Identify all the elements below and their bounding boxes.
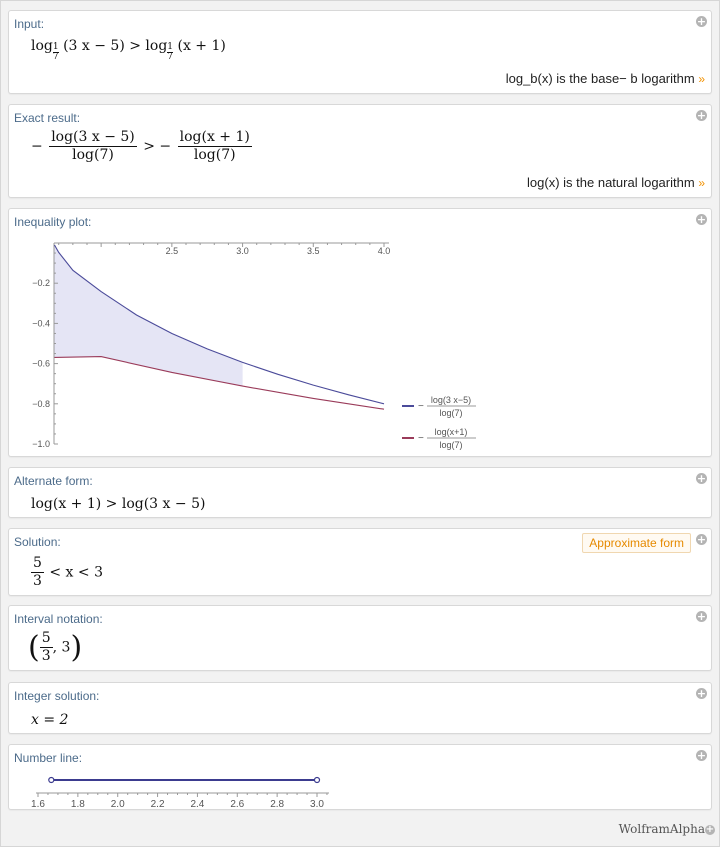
expand-plus-icon[interactable]: +	[696, 687, 707, 700]
number-tick-label: 2.0	[111, 799, 125, 807]
pod-title: Input:	[14, 17, 45, 31]
y-tick-label: −0.2	[32, 278, 50, 288]
integer-expression: x = 2	[31, 712, 69, 728]
y-tick-label: −0.6	[32, 359, 50, 369]
more-arrow-icon: »	[698, 176, 705, 190]
y-tick-label: −0.4	[32, 318, 50, 328]
x-tick-label: 2.5	[166, 246, 179, 256]
input-expression: log 1 7 (3 x − 5) > log 1 7 (x + 1)	[31, 38, 226, 62]
interval-notation-pod: Interval notation: + (5 3, 3)	[8, 605, 712, 671]
number-tick-label: 1.8	[71, 799, 85, 807]
alternate-expression: log(x + 1) > log(3 x − 5)	[31, 496, 206, 512]
legend-numerator: log(3 x−5)	[431, 395, 471, 405]
pod-title: Exact result:	[14, 111, 81, 125]
y-tick-label: −0.8	[32, 399, 50, 409]
shaded-region	[54, 245, 243, 387]
number-tick-label: 3.0	[310, 799, 324, 807]
exact-result-pod: Exact result: + − log(3 x − 5) log(7) > −…	[8, 104, 712, 198]
legend-denominator: log(7)	[439, 408, 462, 418]
open-endpoint-right	[313, 776, 321, 784]
number-line-chart: 1.6 1.8 2.0 2.2 2.4 2.6 2.8 3.0	[31, 776, 329, 807]
natural-log-note[interactable]: log(x) is the natural logarithm »	[527, 175, 705, 190]
pod-title: Integer solution:	[14, 689, 100, 703]
x-tick-label: 4.0	[378, 246, 391, 256]
x-tick-label: 3.0	[236, 246, 249, 256]
expand-plus-icon[interactable]: +	[696, 472, 707, 485]
inequality-plot-pod: Inequality plot: + 2.5 3.0 3.5 4.0 −0.2 −0.4 −…	[8, 208, 712, 457]
expand-plus-icon[interactable]: +	[696, 610, 707, 623]
expand-plus-icon[interactable]: +	[696, 533, 707, 546]
more-arrow-icon: »	[698, 72, 705, 86]
y-tick-label: −1.0	[32, 439, 50, 449]
interval-expression: (5 3, 3)	[28, 630, 83, 665]
pod-title: Inequality plot:	[14, 215, 92, 229]
number-line-pod: Number line: + 1.6 1.8 2.0 2.2 2.4 2.6 2.8 3.0	[8, 744, 712, 810]
number-tick-label: 1.6	[31, 799, 45, 807]
input-pod: Input: + log 1 7 (3 x − 5) > log 1 7 (x + 1)…	[8, 10, 712, 94]
expand-plus-icon[interactable]: +	[696, 109, 707, 122]
pod-title: Interval notation:	[14, 612, 103, 626]
expand-plus-icon[interactable]: +	[696, 749, 707, 762]
legend-denominator: log(7)	[439, 440, 462, 450]
legend-sign: −	[418, 433, 424, 444]
number-tick-label: 2.4	[190, 799, 204, 807]
legend-sign: −	[418, 401, 424, 412]
series-line-2	[54, 356, 385, 410]
expand-plus-icon[interactable]: +	[696, 213, 707, 226]
number-tick-label: 2.8	[270, 799, 284, 807]
log-base-note[interactable]: log_b(x) is the base− b logarithm »	[505, 71, 705, 86]
number-tick-label: 2.2	[151, 799, 165, 807]
footer-plus-icon[interactable]: +	[705, 824, 715, 835]
series-line-1	[54, 244, 385, 405]
number-tick-label: 2.6	[230, 799, 244, 807]
integer-solution-pod: Integer solution: + x = 2	[8, 682, 712, 734]
alternate-form-pod: Alternate form: + log(x + 1) > log(3 x −…	[8, 467, 712, 518]
x-tick-label: 3.5	[307, 246, 320, 256]
open-endpoint-left	[48, 776, 55, 784]
approximate-form-button[interactable]: Approximate form	[582, 533, 691, 553]
wolframalpha-brand: WolframAlpha	[618, 822, 705, 836]
pod-title: Number line:	[14, 751, 83, 765]
pod-title: Solution:	[14, 535, 61, 549]
inequality-chart: 2.5 3.0 3.5 4.0−0.2−0.4−0.6−0.8−1.0−log(3 x…	[32, 242, 476, 450]
legend-numerator: log(x+1)	[435, 427, 468, 437]
exact-expression: − log(3 x − 5) log(7) > − log(x + 1) log(7…	[31, 129, 252, 163]
pod-title: Alternate form:	[14, 474, 93, 488]
expand-plus-icon[interactable]: +	[696, 15, 707, 28]
